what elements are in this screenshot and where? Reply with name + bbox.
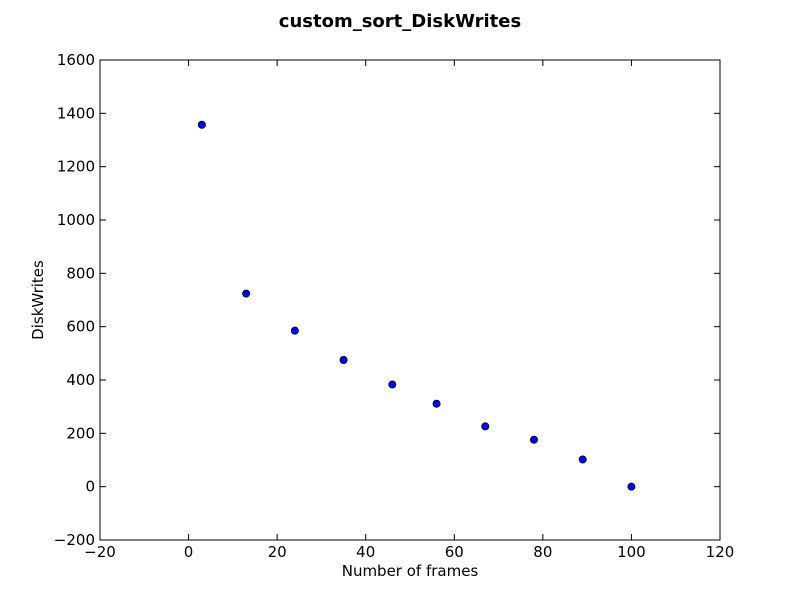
data-point bbox=[627, 482, 636, 491]
data-point bbox=[578, 455, 587, 464]
data-point bbox=[530, 435, 539, 444]
data-points bbox=[197, 120, 636, 491]
data-point bbox=[432, 399, 441, 408]
data-point bbox=[197, 120, 206, 129]
y-tick-label: 0 bbox=[85, 478, 95, 496]
data-point bbox=[339, 355, 348, 364]
x-tick-label: 120 bbox=[706, 543, 735, 561]
x-axis-label: Number of frames bbox=[342, 562, 479, 580]
data-point bbox=[290, 326, 299, 335]
y-tick-label: 400 bbox=[66, 371, 95, 389]
x-tick-label: 60 bbox=[445, 543, 464, 561]
x-tick-label: −20 bbox=[84, 543, 116, 561]
y-tick-label: 600 bbox=[66, 318, 95, 336]
y-tick-label: 800 bbox=[66, 264, 95, 282]
y-tick-label: 1000 bbox=[57, 211, 95, 229]
data-point bbox=[388, 380, 397, 389]
axis-ticks: −20 0 20 40 60 80 100 120−200020040060080010001… bbox=[54, 51, 735, 561]
data-point bbox=[242, 289, 251, 298]
x-tick-label: 80 bbox=[533, 543, 552, 561]
y-tick-label: 1600 bbox=[57, 51, 95, 69]
x-tick-label: 40 bbox=[356, 543, 375, 561]
y-axis-label: DiskWrites bbox=[29, 260, 47, 340]
y-tick-label: 1400 bbox=[57, 104, 95, 122]
x-tick-label: 0 bbox=[184, 543, 194, 561]
chart-title: custom_sort_DiskWrites bbox=[279, 11, 521, 32]
y-tick-label: 200 bbox=[66, 424, 95, 442]
y-tick-label: −200 bbox=[54, 531, 95, 549]
data-point bbox=[481, 422, 490, 431]
x-tick-label: 100 bbox=[617, 543, 646, 561]
plot-frame bbox=[99, 59, 721, 541]
y-tick-label: 1200 bbox=[57, 158, 95, 176]
x-tick-label: 20 bbox=[268, 543, 287, 561]
